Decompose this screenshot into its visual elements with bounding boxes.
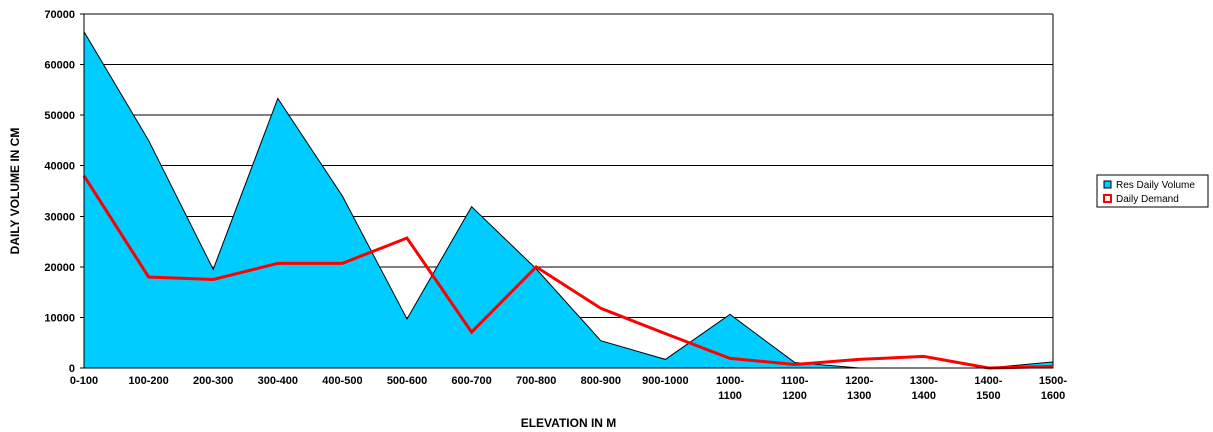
x-tick-label-line: 1200 <box>782 390 806 402</box>
x-tick-labels: 0-100 100-200 200-300 300-400 400-500 500-600… <box>70 375 1067 402</box>
x-tick-label: 400-500 <box>322 375 362 387</box>
x-tick-label: 800-900 <box>581 375 621 387</box>
x-tick-label-line: 1000- <box>716 375 744 387</box>
line-series-daily-demand <box>82 175 1054 370</box>
y-tick-label: 50000 <box>44 110 75 122</box>
y-axis-title: DAILY VOLUME IN CM <box>8 128 22 255</box>
legend-box <box>1096 174 1209 208</box>
x-tick-label: 1000- 1100 <box>716 375 744 402</box>
x-tick-label-line: 800-900 <box>581 375 621 387</box>
y-tick-labels: 0 10000 20000 30000 40000 50000 60000 70000 <box>44 9 75 375</box>
x-tick-label-line: 1600 <box>1041 390 1065 402</box>
x-tick-label: 900-1000 <box>642 375 689 387</box>
y-tick-label: 60000 <box>44 60 75 72</box>
x-tick-label-line: 900-1000 <box>642 375 689 387</box>
x-tick-label-line: 1400 <box>912 390 936 402</box>
y-tick-label: 40000 <box>44 161 75 173</box>
x-tick-label: 1500- 1600 <box>1039 375 1067 402</box>
y-tick-label: 20000 <box>44 262 75 274</box>
x-tick-label: 1200- 1300 <box>845 375 873 402</box>
x-tick-label: 0-100 <box>70 375 98 387</box>
y-tick-label: 0 <box>69 363 75 375</box>
x-tick-label-line: 200-300 <box>193 375 233 387</box>
y-tick-label: 70000 <box>44 9 75 21</box>
x-tick-label-line: 300-400 <box>258 375 298 387</box>
x-tick-label: 1100- 1200 <box>781 375 809 402</box>
x-tick-label: 200-300 <box>193 375 233 387</box>
x-tick-label-line: 1500 <box>976 390 1000 402</box>
x-tick-label-line: 1100 <box>718 390 742 402</box>
x-tick-label: 500-600 <box>387 375 427 387</box>
x-tick-label: 1400- 1500 <box>974 375 1002 402</box>
x-tick-label: 300-400 <box>258 375 298 387</box>
x-tick-label-line: 1100- <box>781 375 809 387</box>
legend: Res Daily Volume Daily Demand <box>1096 174 1209 208</box>
y-tick-label: 30000 <box>44 211 75 223</box>
legend-swatch-daily-demand <box>1103 194 1112 203</box>
legend-swatch-res-daily-volume <box>1103 180 1112 189</box>
x-tick-label-line: 1200- <box>845 375 873 387</box>
x-tick-label-line: 100-200 <box>128 375 168 387</box>
x-tick-label: 100-200 <box>128 375 168 387</box>
x-tick-label-line: 1300- <box>910 375 938 387</box>
x-tick-label-line: 0-100 <box>70 375 98 387</box>
x-tick-label: 1300- 1400 <box>910 375 938 402</box>
x-tick-label-line: 1500- <box>1039 375 1067 387</box>
x-tick-label: 600-700 <box>451 375 491 387</box>
x-tick-label-line: 500-600 <box>387 375 427 387</box>
x-axis-title: ELEVATION IN M <box>521 416 617 430</box>
axes <box>80 13 1053 369</box>
x-tick-label-line: 1400- <box>974 375 1002 387</box>
y-tick-label: 10000 <box>44 312 75 324</box>
x-tick-label-line: 1300 <box>847 390 871 402</box>
legend-label-daily-demand: Daily Demand <box>1116 194 1179 205</box>
line-series-layer <box>82 175 1054 370</box>
x-tick-label-line: 700-800 <box>516 375 556 387</box>
x-tick-label-line: 600-700 <box>451 375 491 387</box>
x-tick-label: 700-800 <box>516 375 556 387</box>
legend-label-res-daily-volume: Res Daily Volume <box>1116 180 1195 191</box>
x-tick-label-line: 400-500 <box>322 375 362 387</box>
